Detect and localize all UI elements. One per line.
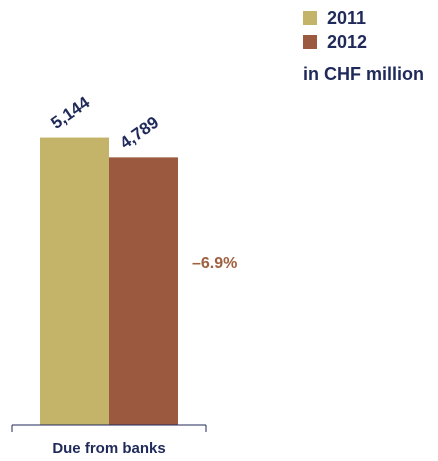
value-label-2012: 4,789: [116, 113, 162, 153]
legend-item-2011: 2011: [303, 6, 433, 30]
category-label: Due from banks: [52, 440, 165, 457]
legend-label-2012: 2012: [327, 31, 368, 52]
value-label-2011: 5,144: [47, 93, 93, 133]
legend-swatch-2012: [303, 35, 317, 49]
bar-2011: [40, 137, 109, 425]
chart-legend: 2011 2012: [303, 6, 433, 54]
legend-item-2012: 2012: [303, 30, 433, 54]
change-label: –6.9%: [192, 255, 237, 272]
legend-swatch-2011: [303, 11, 317, 25]
unit-label: in CHF million: [303, 64, 424, 84]
bar-2012: [109, 157, 178, 426]
legend-label-2011: 2011: [327, 7, 367, 28]
